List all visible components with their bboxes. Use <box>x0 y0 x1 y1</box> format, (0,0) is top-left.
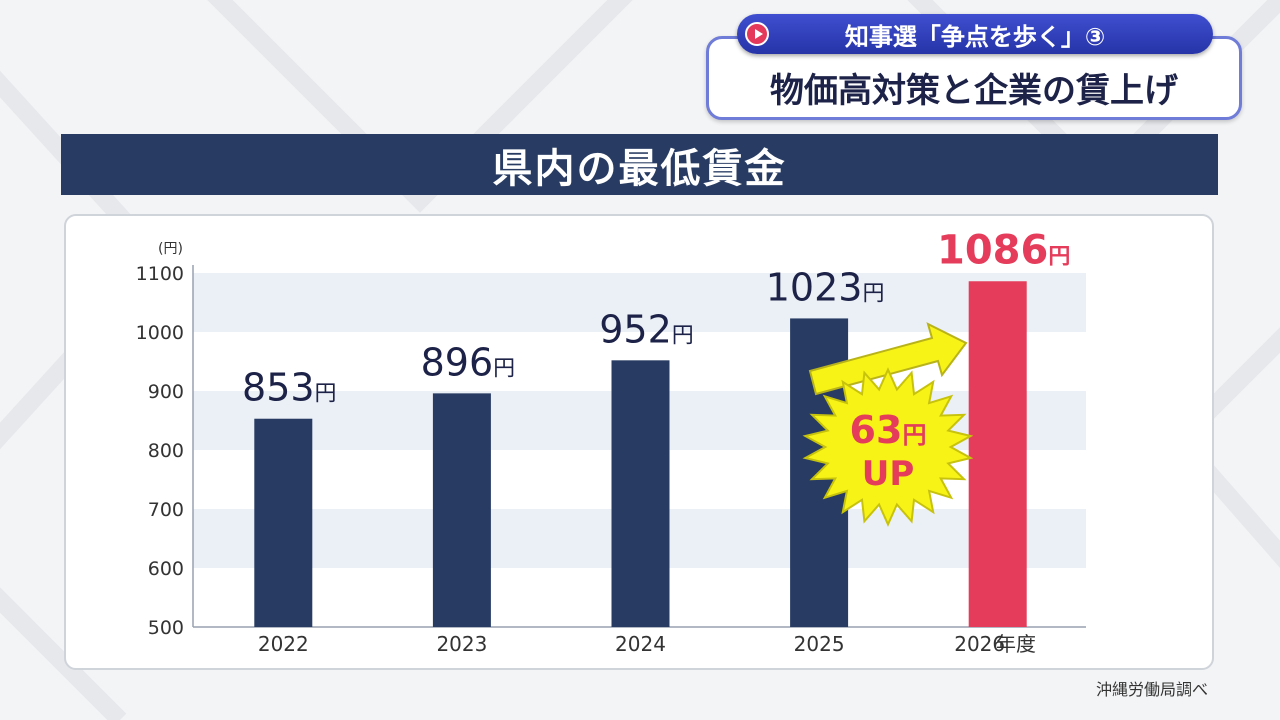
bar-2024 <box>611 360 670 627</box>
bar-2022 <box>254 418 313 627</box>
y-tick-label: 600 <box>148 558 184 580</box>
y-tick-label: 900 <box>148 381 184 403</box>
caption-tagline: 知事選「争点を歩く」③ <box>737 14 1213 54</box>
value-label-2025: 1023円 <box>766 265 885 309</box>
source-note: 沖縄労働局調べ <box>1095 680 1208 699</box>
increase-up-label: UP <box>862 454 915 494</box>
y-tick-label: 500 <box>148 617 184 639</box>
bar-2023 <box>432 393 491 627</box>
x-tick-label: 2026 <box>954 632 1005 656</box>
y-tick-label: 800 <box>148 440 184 462</box>
x-tick-label: 2023 <box>436 632 487 656</box>
bar-2026 <box>968 281 1027 627</box>
x-tick-label: 2025 <box>794 632 845 656</box>
grid-band <box>193 273 1086 332</box>
x-tick-label: 2022 <box>258 632 309 656</box>
value-label-2022: 853円 <box>242 366 337 410</box>
x-tick-label: 2024 <box>615 632 666 656</box>
x-unit-label: 年度 <box>996 632 1036 656</box>
value-label-2026: 1086円 <box>937 227 1070 273</box>
y-unit-label: (円) <box>158 241 183 257</box>
y-tick-label: 1100 <box>136 263 184 285</box>
chart-title-text: 県内の最低賃金 <box>492 145 787 192</box>
up-arrow-icon <box>808 322 968 396</box>
play-icon <box>745 22 769 46</box>
value-label-2023: 896円 <box>421 340 516 384</box>
increase-amount-label: 63円 <box>850 408 927 452</box>
caption-tagline-text: 知事選「争点を歩く」③ <box>844 22 1106 51</box>
y-tick-label: 1000 <box>136 322 184 344</box>
value-label-2024: 952円 <box>599 307 694 351</box>
y-tick-label: 700 <box>148 499 184 521</box>
starburst-badge <box>802 367 974 527</box>
chart-title: 県内の最低賃金 <box>61 134 1218 195</box>
caption-headline-text: 物価高対策と企業の賃上げ <box>770 70 1178 111</box>
